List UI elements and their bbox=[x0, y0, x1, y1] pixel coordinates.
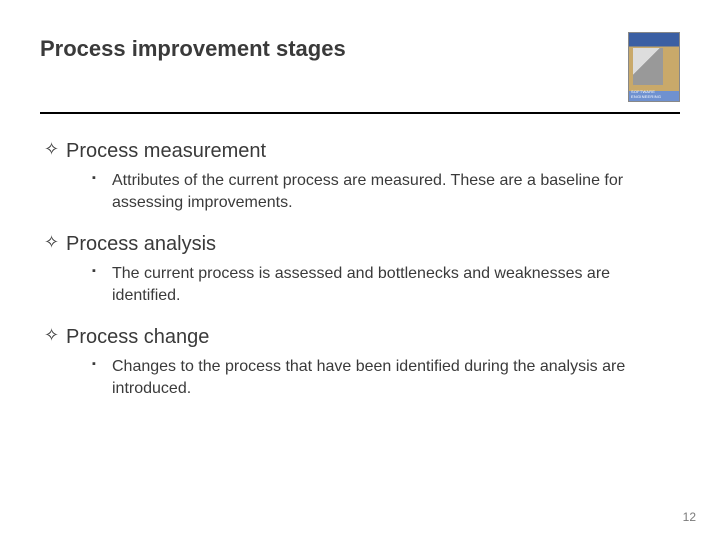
list-subitem: ▪ Changes to the process that have been … bbox=[92, 356, 680, 399]
list-item: ✧ Process analysis bbox=[44, 231, 680, 257]
square-bullet-icon: ▪ bbox=[92, 356, 112, 374]
section-heading: Process measurement bbox=[66, 138, 266, 164]
slide-title: Process improvement stages bbox=[40, 32, 346, 62]
square-bullet-icon: ▪ bbox=[92, 263, 112, 281]
list-item: ✧ Process change bbox=[44, 324, 680, 350]
header-row: Process improvement stages bbox=[40, 32, 680, 102]
square-bullet-icon: ▪ bbox=[92, 170, 112, 188]
diamond-bullet-icon: ✧ bbox=[44, 138, 66, 161]
slide: Process improvement stages ✧ Process mea… bbox=[0, 0, 720, 540]
list-subitem: ▪ Attributes of the current process are … bbox=[92, 170, 680, 213]
section-heading: Process analysis bbox=[66, 231, 216, 257]
section-body: Changes to the process that have been id… bbox=[112, 356, 632, 399]
list-item: ✧ Process measurement bbox=[44, 138, 680, 164]
slide-content: ✧ Process measurement ▪ Attributes of th… bbox=[40, 138, 680, 400]
book-cover-icon bbox=[628, 32, 680, 102]
title-rule bbox=[40, 112, 680, 114]
diamond-bullet-icon: ✧ bbox=[44, 324, 66, 347]
page-number: 12 bbox=[683, 510, 696, 524]
list-subitem: ▪ The current process is assessed and bo… bbox=[92, 263, 680, 306]
section-body: Attributes of the current process are me… bbox=[112, 170, 632, 213]
section-body: The current process is assessed and bott… bbox=[112, 263, 632, 306]
diamond-bullet-icon: ✧ bbox=[44, 231, 66, 254]
section-heading: Process change bbox=[66, 324, 209, 350]
